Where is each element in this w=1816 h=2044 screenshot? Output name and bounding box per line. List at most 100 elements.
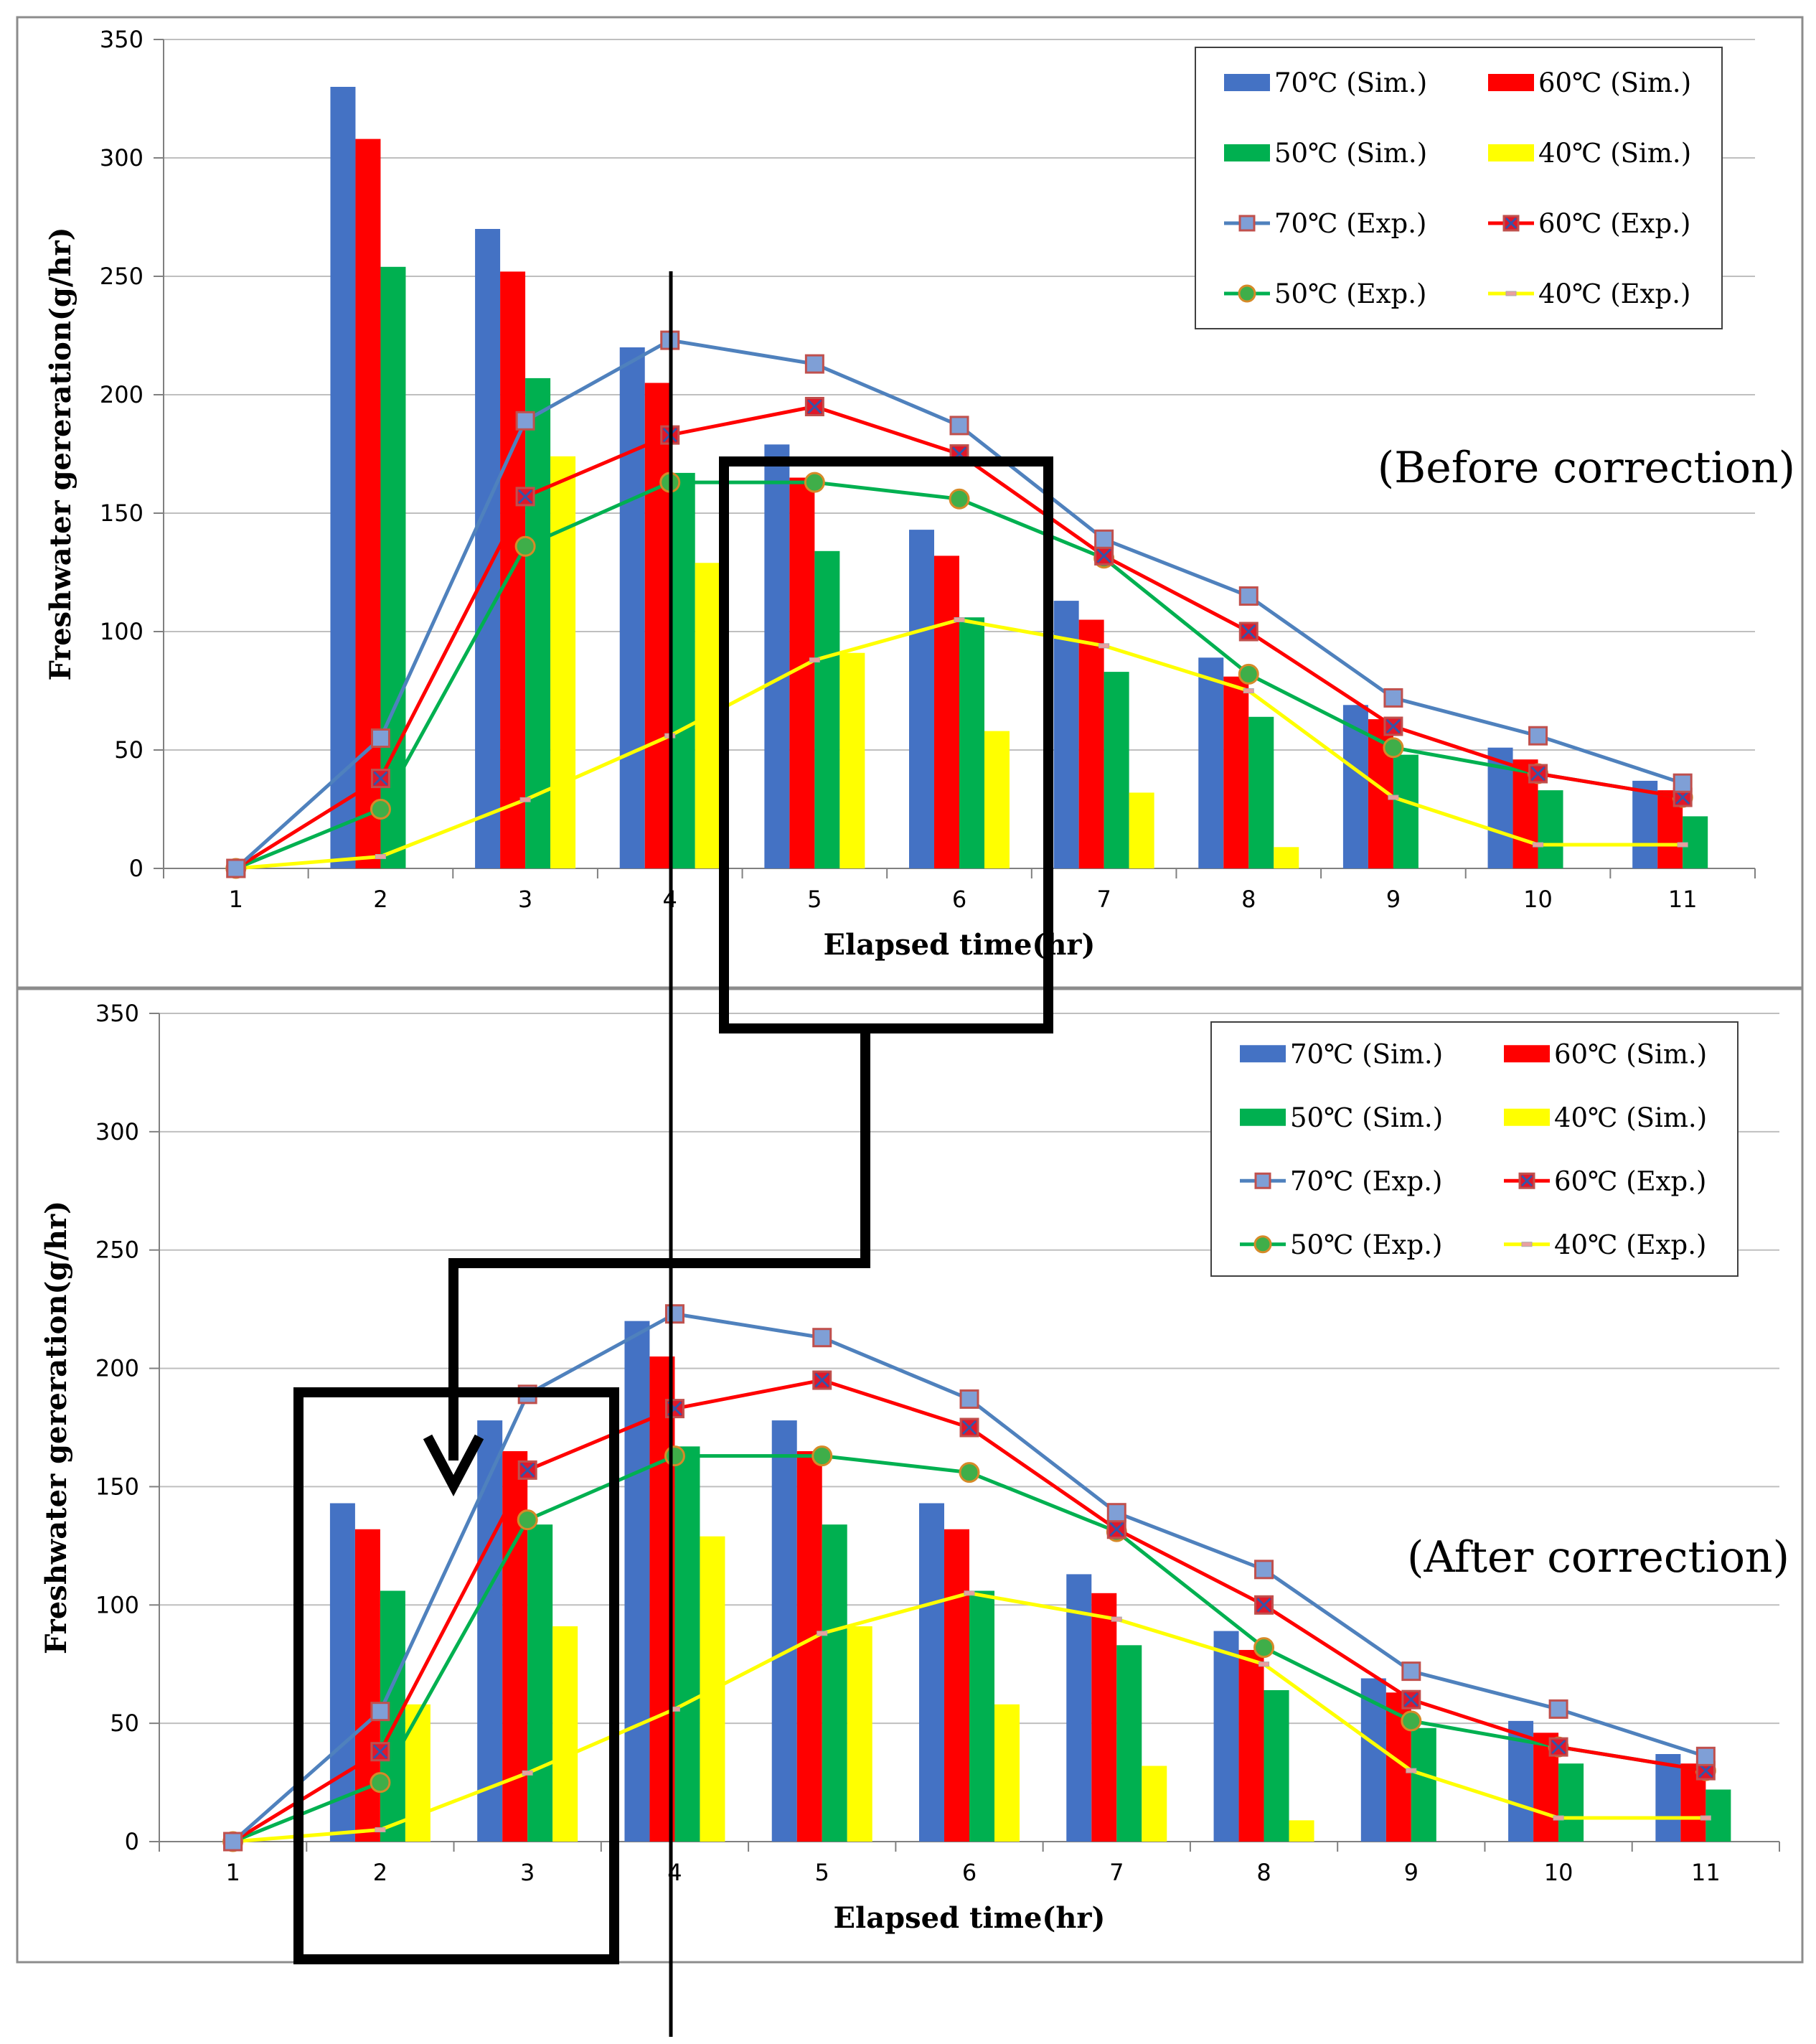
bar bbox=[1274, 847, 1299, 868]
bar bbox=[1264, 1689, 1289, 1842]
bar bbox=[624, 1321, 650, 1842]
line-point bbox=[809, 657, 820, 663]
y-tick-label: 300 bbox=[95, 1118, 139, 1145]
line-point-cross bbox=[373, 771, 388, 786]
x-tick-label: 7 bbox=[1109, 1859, 1124, 1886]
line-point-cross bbox=[814, 1372, 829, 1388]
legend-swatch bbox=[1240, 1108, 1286, 1126]
legend-label: 40℃ (Sim.) bbox=[1554, 1102, 1707, 1133]
bar bbox=[1655, 1754, 1681, 1842]
bar bbox=[1053, 601, 1079, 868]
legend-label: 40℃ (Exp.) bbox=[1554, 1229, 1706, 1260]
line-point bbox=[1553, 1815, 1564, 1821]
line-point bbox=[954, 617, 965, 622]
legend-label: 40℃ (Sim.) bbox=[1538, 138, 1691, 169]
line-point bbox=[1098, 643, 1110, 649]
bar bbox=[1538, 790, 1563, 868]
y-tick-label: 150 bbox=[100, 500, 144, 527]
x-tick-label: 7 bbox=[1096, 886, 1111, 913]
x-tick-label: 6 bbox=[962, 1859, 977, 1886]
shift-arrow-connector bbox=[448, 1028, 870, 1461]
legend-box bbox=[1210, 1021, 1739, 1277]
legend-label: 60℃ (Exp.) bbox=[1538, 208, 1690, 239]
y-tick-label: 100 bbox=[95, 1591, 139, 1618]
bar bbox=[1104, 672, 1129, 868]
line-point bbox=[811, 1445, 833, 1467]
line-point bbox=[370, 728, 390, 748]
line-point bbox=[1094, 529, 1114, 549]
line-point bbox=[370, 1772, 391, 1794]
line-point bbox=[817, 1631, 828, 1636]
line-point bbox=[515, 411, 535, 431]
bar bbox=[1078, 619, 1104, 868]
shift-arrow-head bbox=[423, 1434, 484, 1496]
bar bbox=[1066, 1574, 1092, 1842]
x-tick-label: 2 bbox=[373, 886, 387, 913]
legend-label: 50℃ (Exp.) bbox=[1290, 1229, 1442, 1260]
legend-label: 60℃ (Sim.) bbox=[1538, 67, 1691, 98]
line-point-cross bbox=[1675, 789, 1690, 805]
y-tick-label: 250 bbox=[100, 263, 144, 290]
bar bbox=[944, 1529, 969, 1842]
line-point bbox=[1253, 1637, 1275, 1659]
legend-swatch bbox=[1488, 74, 1534, 91]
legend-label: 70℃ (Sim.) bbox=[1290, 1039, 1443, 1069]
line-point bbox=[1254, 1560, 1274, 1580]
line-point bbox=[370, 1702, 390, 1722]
line-point bbox=[514, 535, 536, 557]
line-point bbox=[1383, 688, 1403, 708]
legend-label: 50℃ (Exp.) bbox=[1274, 278, 1426, 309]
bar bbox=[771, 1420, 797, 1842]
line-point bbox=[1505, 291, 1517, 296]
x-tick-label: 1 bbox=[229, 886, 243, 913]
bar bbox=[552, 1626, 578, 1842]
bar bbox=[477, 1420, 503, 1842]
line-point-cross bbox=[1698, 1763, 1713, 1778]
bar bbox=[1632, 780, 1658, 868]
bar bbox=[1223, 676, 1249, 868]
legend-label: 50℃ (Sim.) bbox=[1274, 138, 1427, 169]
legend-label: 50℃ (Sim.) bbox=[1290, 1102, 1443, 1133]
line-point bbox=[1106, 1503, 1126, 1523]
x-tick-label: 5 bbox=[815, 1859, 829, 1886]
line-point-cross bbox=[372, 1744, 387, 1759]
line-point-cross bbox=[1096, 548, 1111, 563]
y-tick-label: 50 bbox=[110, 1710, 139, 1737]
bar bbox=[1411, 1727, 1436, 1842]
bar bbox=[619, 347, 645, 868]
legend-swatch bbox=[1504, 1108, 1550, 1126]
legend-swatch bbox=[1224, 74, 1270, 91]
line-point bbox=[1111, 1616, 1122, 1622]
y-tick-label: 0 bbox=[125, 1828, 139, 1855]
bar bbox=[405, 1704, 431, 1842]
line-point-cross bbox=[1241, 624, 1256, 639]
bar bbox=[1142, 1766, 1167, 1842]
y-axis-title: Freshwater gereration(g/hr) bbox=[44, 227, 77, 680]
line-point bbox=[1533, 842, 1544, 848]
line-point bbox=[1700, 1815, 1711, 1821]
bar bbox=[814, 550, 840, 868]
line-point bbox=[1383, 737, 1404, 759]
x-tick-label: 8 bbox=[1256, 1859, 1271, 1886]
bar bbox=[1116, 1645, 1142, 1842]
line-point bbox=[1388, 794, 1399, 800]
bar bbox=[1558, 1763, 1584, 1842]
line-point bbox=[804, 354, 824, 374]
bar bbox=[839, 652, 865, 868]
line-point bbox=[1695, 1746, 1716, 1766]
bar bbox=[764, 444, 790, 868]
x-tick-label: 10 bbox=[1544, 1859, 1573, 1886]
line-point bbox=[370, 799, 391, 820]
bar bbox=[1129, 792, 1154, 868]
line-point-cross bbox=[961, 1420, 977, 1435]
x-tick-label: 9 bbox=[1404, 1859, 1419, 1886]
line-point bbox=[223, 1832, 243, 1852]
correction-annotation: (After correction) bbox=[1407, 1532, 1789, 1583]
x-tick-label: 3 bbox=[518, 886, 532, 913]
bar bbox=[527, 1524, 553, 1842]
line-point bbox=[517, 1509, 538, 1531]
line-point bbox=[1401, 1710, 1422, 1732]
line-point-cross bbox=[1505, 217, 1518, 230]
